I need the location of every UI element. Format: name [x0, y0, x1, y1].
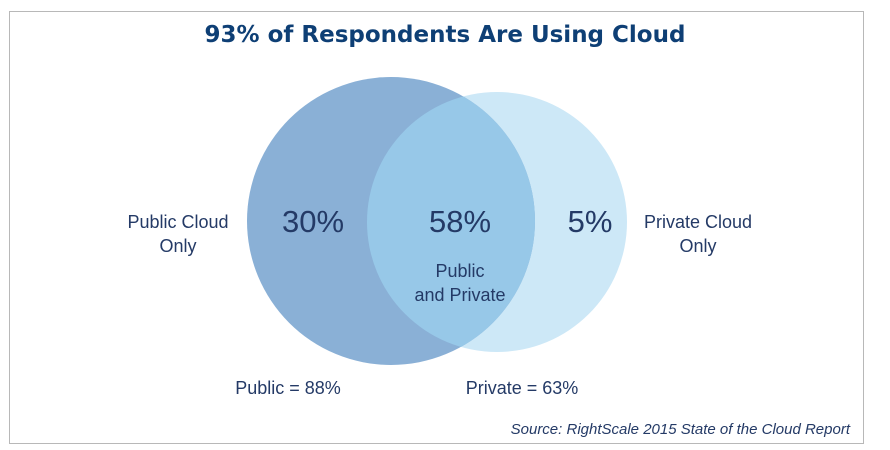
intersection-region — [367, 92, 535, 352]
intersection-label-line1: Public — [435, 261, 485, 281]
chart-title: 93% of Respondents Are Using Cloud — [204, 22, 686, 48]
private-only-value: 5% — [567, 204, 613, 239]
public-only-value: 30% — [281, 204, 345, 239]
source-note: Source: RightScale 2015 State of the Clo… — [510, 421, 850, 438]
intersection-label-line2: and Private — [414, 285, 506, 305]
public-only-label-line1: Public Cloud — [127, 212, 229, 232]
public-only-label-line2: Only — [159, 236, 197, 256]
public-total-label: Public = 88% — [235, 378, 341, 398]
private-total-label: Private = 63% — [465, 378, 579, 398]
private-only-label-line2: Only — [679, 236, 717, 256]
private-only-label-line1: Private Cloud — [643, 212, 753, 232]
intersection-value: 58% — [428, 204, 492, 239]
chart-frame — [9, 11, 864, 444]
